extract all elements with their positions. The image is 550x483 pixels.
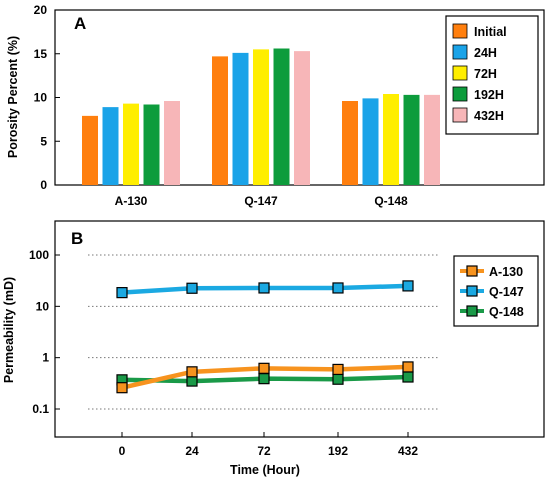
porosity-bars — [82, 48, 440, 185]
porosity-bar-q-148-initial — [342, 101, 358, 185]
porosity-bar-q-147-24h — [232, 52, 249, 185]
porosity-y-tick-label: 0 — [40, 178, 47, 192]
permeability-panel-label: B — [71, 229, 83, 248]
porosity-bar-q-148-432h — [424, 94, 440, 185]
permeability-y-axis-title: Permeability (mD) — [2, 277, 16, 383]
permeability-x-tick-label: 0 — [119, 444, 126, 458]
permeability-marker-q-148 — [402, 371, 414, 383]
permeability-marker-q-147 — [186, 282, 198, 294]
porosity-legend-swatch-432h — [452, 107, 468, 123]
permeability-marker-q-147 — [402, 280, 414, 292]
permeability-marker-q-147 — [116, 287, 128, 299]
permeability-marker-q-148 — [258, 373, 270, 385]
permeability-panel: B Permeability (mD) Time (Hour) 0.1 1 10 10… — [2, 220, 545, 477]
permeability-x-ticks: 0 24 72 192 432 — [119, 432, 418, 458]
permeability-x-axis-title: Time (Hour) — [230, 463, 300, 477]
porosity-legend-label: Initial — [474, 25, 507, 39]
permeability-legend-label: Q-147 — [489, 285, 524, 299]
porosity-legend-swatch-initial — [452, 23, 468, 39]
porosity-bar-q-147-432h — [294, 51, 310, 185]
porosity-bar-a-130-432h — [164, 101, 180, 185]
permeability-y-tick-label: 100 — [29, 248, 49, 262]
porosity-legend-label: 72H — [474, 67, 497, 81]
porosity-legend-label: 192H — [474, 88, 504, 102]
porosity-legend: Initial 24H 72H 192H 432H — [445, 15, 539, 135]
permeability-x-tick-label: 432 — [398, 444, 418, 458]
permeability-marker-q-148 — [186, 375, 198, 387]
porosity-y-ticks: 0 5 10 15 20 — [34, 3, 60, 192]
permeability-legend-label: Q-148 — [489, 305, 524, 319]
permeability-y-tick-label: 1 — [42, 351, 49, 365]
porosity-x-tick-labels: A-130 Q-147 Q-148 — [115, 194, 408, 208]
permeability-legend-marker-q-147 — [466, 285, 478, 297]
porosity-y-tick-label: 5 — [40, 134, 47, 148]
porosity-bar-a-130-192h — [143, 104, 160, 185]
permeability-legend-marker-q-148 — [466, 305, 478, 317]
permeability-x-tick-label: 72 — [257, 444, 271, 458]
porosity-bar-q-148-24h — [362, 98, 379, 185]
permeability-marker-a-130 — [186, 366, 198, 378]
permeability-series — [116, 280, 414, 394]
porosity-legend-swatch-24h — [452, 44, 468, 60]
porosity-bar-q-147-192h — [273, 48, 290, 185]
porosity-y-axis-title: Porosity Percent (%) — [6, 36, 20, 158]
porosity-y-tick-label: 10 — [34, 91, 48, 105]
permeability-marker-q-147 — [332, 282, 344, 294]
porosity-bar-a-130-initial — [82, 115, 98, 185]
permeability-y-tick-label: 10 — [36, 299, 50, 313]
porosity-panel-label: A — [74, 14, 86, 33]
porosity-y-tick-label: 20 — [34, 3, 48, 17]
porosity-bar-q-148-192h — [403, 94, 420, 185]
permeability-marker-q-147 — [258, 282, 270, 294]
permeability-marker-q-148 — [332, 373, 344, 385]
permeability-plot-frame — [54, 220, 545, 438]
porosity-x-tick-label: Q-148 — [374, 194, 408, 208]
permeability-y-tick-label: 0.1 — [32, 402, 49, 416]
permeability-x-tick-label: 24 — [185, 444, 199, 458]
permeability-legend-label: A-130 — [489, 265, 523, 279]
porosity-legend-label: 432H — [474, 109, 504, 123]
porosity-x-tick-label: A-130 — [115, 194, 148, 208]
permeability-marker-a-130 — [116, 382, 128, 394]
permeability-legend-marker-a-130 — [466, 265, 478, 277]
porosity-bar-q-148-72h — [383, 94, 399, 185]
permeability-x-tick-label: 192 — [328, 444, 348, 458]
porosity-bar-q-147-72h — [253, 49, 269, 185]
permeability-marker-a-130 — [332, 363, 344, 376]
permeability-legend-box — [453, 255, 539, 327]
porosity-legend-label: 24H — [474, 46, 497, 60]
porosity-legend-box — [445, 15, 539, 135]
permeability-legend: A-130 Q-147 Q-148 — [453, 255, 539, 327]
permeability-gridlines — [88, 254, 438, 410]
permeability-marker-a-130 — [402, 361, 414, 373]
porosity-y-tick-label: 15 — [34, 47, 48, 61]
porosity-bar-a-130-72h — [123, 103, 139, 185]
permeability-marker-a-130 — [258, 362, 270, 374]
porosity-bar-a-130-24h — [102, 107, 119, 185]
porosity-x-tick-label: Q-147 — [244, 194, 278, 208]
porosity-legend-swatch-192h — [452, 86, 468, 102]
porosity-bar-q-147-initial — [212, 56, 228, 185]
permeability-y-ticks: 0.1 1 10 100 — [29, 248, 60, 416]
porosity-panel: A Porosity Percent (%) 0 5 10 15 20 A-130 Q-1… — [6, 3, 545, 208]
porosity-legend-swatch-72h — [452, 65, 468, 81]
